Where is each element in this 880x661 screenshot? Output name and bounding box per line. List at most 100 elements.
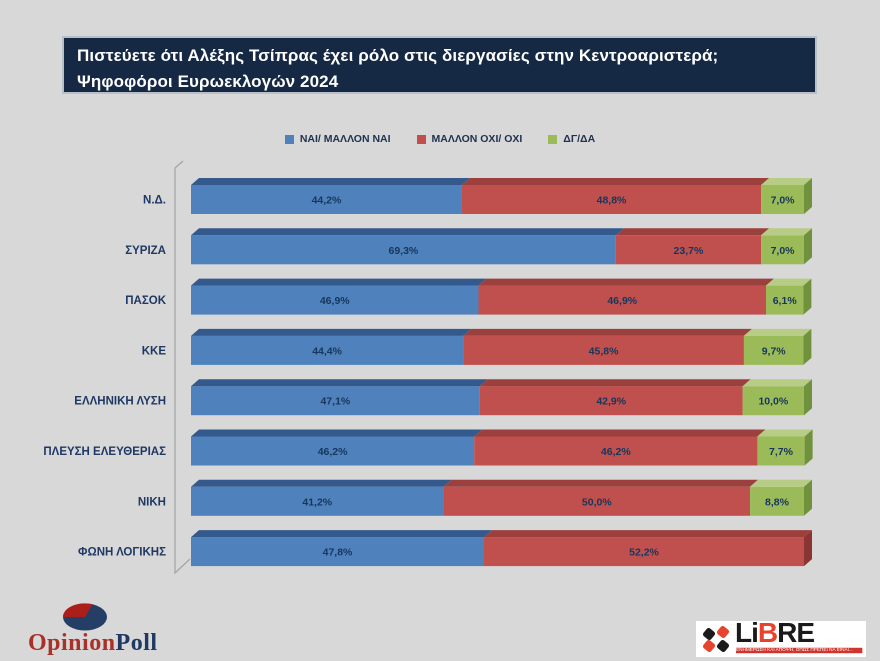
bar-row: ΣΥΡΙΖΑ 69,3% 23,7% 7,0%	[125, 228, 812, 265]
legend-label-no: ΜΑΛΛΟΝ ΟΧΙ/ ΟΧΙ	[431, 133, 523, 145]
bar-row: ΦΩΝΗ ΛΟΓΙΚΗΣ 47,8% 52,2%	[78, 530, 812, 567]
bar-segment	[461, 185, 762, 214]
bar-end-cap	[804, 429, 813, 466]
bar-segment-top-face	[191, 278, 487, 286]
libre-wordmark: LiBRE	[735, 617, 815, 649]
axis-wall-3d	[174, 160, 191, 575]
bar-segment	[191, 185, 462, 214]
bar-segment	[191, 486, 444, 516]
bar-segment	[191, 386, 480, 416]
legend-marker-no	[416, 134, 426, 144]
value-label: 42,9%	[596, 396, 626, 408]
value-label: 7,0%	[771, 195, 796, 207]
libre-tagline: ΕΝΗΜΕΡΩΣΗ ΚΑΙ ΑΠΟΨΗ, ΟΠΩΣ ΠΡΕΠΕΙ ΝΑ ΕΙΝΑ…	[736, 647, 863, 654]
opinionpoll-wordmark-opinion: Opinion	[28, 630, 116, 656]
bar-segment-top-face	[191, 479, 452, 487]
legend-item-dk: ΔΓ/ΔΑ	[548, 133, 595, 145]
bar-segment-top-face	[742, 379, 812, 387]
bar-segment-top-face	[615, 228, 770, 236]
bar-segment	[191, 235, 616, 265]
bar-row: ΚΚΕ 44,4% 45,8% 9,7%	[142, 328, 812, 365]
bar-row: ΕΛΛΗΝΙΚΗ ΛΥΣΗ 47,1% 42,9% 10,0%	[74, 379, 812, 416]
bar-segment	[479, 386, 743, 416]
value-label: 52,2%	[629, 547, 659, 559]
category-label: ΠΑΣΟΚ	[125, 295, 166, 307]
bar-segment-top-face	[761, 178, 812, 185]
value-label: 45,8%	[589, 345, 619, 357]
chart-title-line1: Πιστεύετε ότι Αλέξης Τσίπρας έχει ρόλο σ…	[77, 46, 719, 65]
bar-end-cap	[804, 228, 812, 265]
bar-end-cap	[804, 178, 812, 214]
legend-marker-yes	[284, 134, 294, 144]
bar-segment-top-face	[478, 278, 774, 286]
category-label: ΝΙΚΗ	[138, 496, 166, 508]
libre-wordmark-li: Li	[735, 617, 759, 648]
bar-segment	[191, 335, 464, 365]
legend-item-yes: ΝΑΙ/ ΜΑΛΛΟΝ ΝΑΙ	[284, 133, 391, 145]
bar-end-cap	[803, 278, 812, 315]
bar-segment	[757, 436, 805, 466]
legend-marker-dk	[548, 134, 558, 144]
libre-wordmark-b: B	[757, 617, 778, 648]
bar-end-cap	[803, 328, 812, 365]
bar-segment-top-face	[191, 228, 624, 236]
bar-segment-top-face	[474, 429, 766, 437]
value-label: 46,2%	[601, 446, 631, 458]
legend-label-dk: ΔΓ/ΔΑ	[563, 133, 596, 145]
opinionpoll-wordmark-poll: Poll	[115, 630, 158, 656]
value-label: 46,2%	[318, 446, 348, 458]
chart-title-line2: Ψηφοφόροι Ευρωεκλογών 2024	[77, 72, 339, 92]
value-label: 47,8%	[323, 547, 353, 559]
value-label: 48,8%	[597, 195, 627, 207]
bar-segment-top-face	[765, 278, 812, 286]
chart-legend: ΝΑΙ/ ΜΑΛΛΟΝ ΝΑΙ ΜΑΛΛΟΝ ΟΧΙ/ ΟΧΙ ΔΓ/ΔΑ	[0, 129, 880, 149]
bar-segment-top-face	[479, 379, 751, 387]
legend-label-yes: ΝΑΙ/ ΜΑΛΛΟΝ ΝΑΙ	[299, 133, 391, 145]
value-label: 7,7%	[769, 446, 794, 458]
value-label: 8,8%	[765, 496, 790, 508]
bar-segment-top-face	[461, 178, 770, 185]
value-label: 44,4%	[312, 345, 342, 357]
bar-segment	[742, 386, 804, 416]
value-label: 6,1%	[773, 295, 798, 307]
category-label: ΦΩΝΗ ΛΟΓΙΚΗΣ	[78, 547, 166, 559]
bar-row: ΠΑΣΟΚ 46,9% 46,9% 6,1%	[125, 278, 812, 315]
bar-segment	[443, 486, 751, 516]
stacked-bar-chart: Ν.Δ. 44,2% 48,8% 7,0% ΣΥΡΙΖΑ 69,3% 23,7% 7,0% ΠΑ…	[43, 160, 813, 575]
category-label: ΠΛΕΥΣΗ ΕΛΕΥΘΕΡΙΑΣ	[43, 446, 166, 458]
value-label: 46,9%	[320, 295, 350, 307]
bar-segment-top-face	[443, 479, 759, 487]
bar-segment	[484, 537, 804, 567]
bar-segment	[750, 486, 804, 516]
bar-segment	[191, 436, 475, 466]
bar-row: Ν.Δ. 44,2% 48,8% 7,0%	[143, 178, 812, 214]
legend-item-no: ΜΑΛΛΟΝ ΟΧΙ/ ΟΧΙ	[416, 133, 523, 145]
bar-segment-top-face	[743, 328, 812, 336]
bar-segment-top-face	[750, 479, 812, 487]
bar-segment-top-face	[484, 530, 812, 538]
bar-row: ΝΙΚΗ 41,2% 50,0% 8,8%	[138, 479, 812, 516]
bar-end-cap	[804, 379, 812, 416]
value-label: 10,0%	[758, 396, 788, 408]
bar-segment	[478, 285, 766, 315]
bar-segment	[761, 185, 804, 214]
bar-segment-top-face	[757, 429, 813, 437]
bar-segment-top-face	[191, 379, 488, 387]
bar-segment-top-face	[191, 328, 472, 336]
category-label: ΣΥΡΙΖΑ	[125, 245, 166, 257]
libre-wordmark-re: RE	[777, 617, 815, 648]
chart-title: Πιστεύετε ότι Αλέξης Τσίπρας έχει ρόλο σ…	[62, 36, 817, 94]
bar-segment	[474, 436, 758, 466]
bar-segment	[615, 235, 762, 265]
bar-segment	[463, 335, 744, 365]
libre-pinwheel-icon	[702, 625, 730, 653]
bar-segment	[743, 335, 804, 365]
value-label: 44,2%	[312, 195, 342, 207]
opinionpoll-pie-icon	[62, 603, 107, 631]
bar-segment-top-face	[761, 228, 812, 236]
category-label: Ν.Δ.	[143, 195, 166, 207]
category-label: ΕΛΛΗΝΙΚΗ ΛΥΣΗ	[74, 396, 166, 408]
value-label: 9,7%	[762, 345, 787, 357]
value-label: 50,0%	[582, 496, 612, 508]
